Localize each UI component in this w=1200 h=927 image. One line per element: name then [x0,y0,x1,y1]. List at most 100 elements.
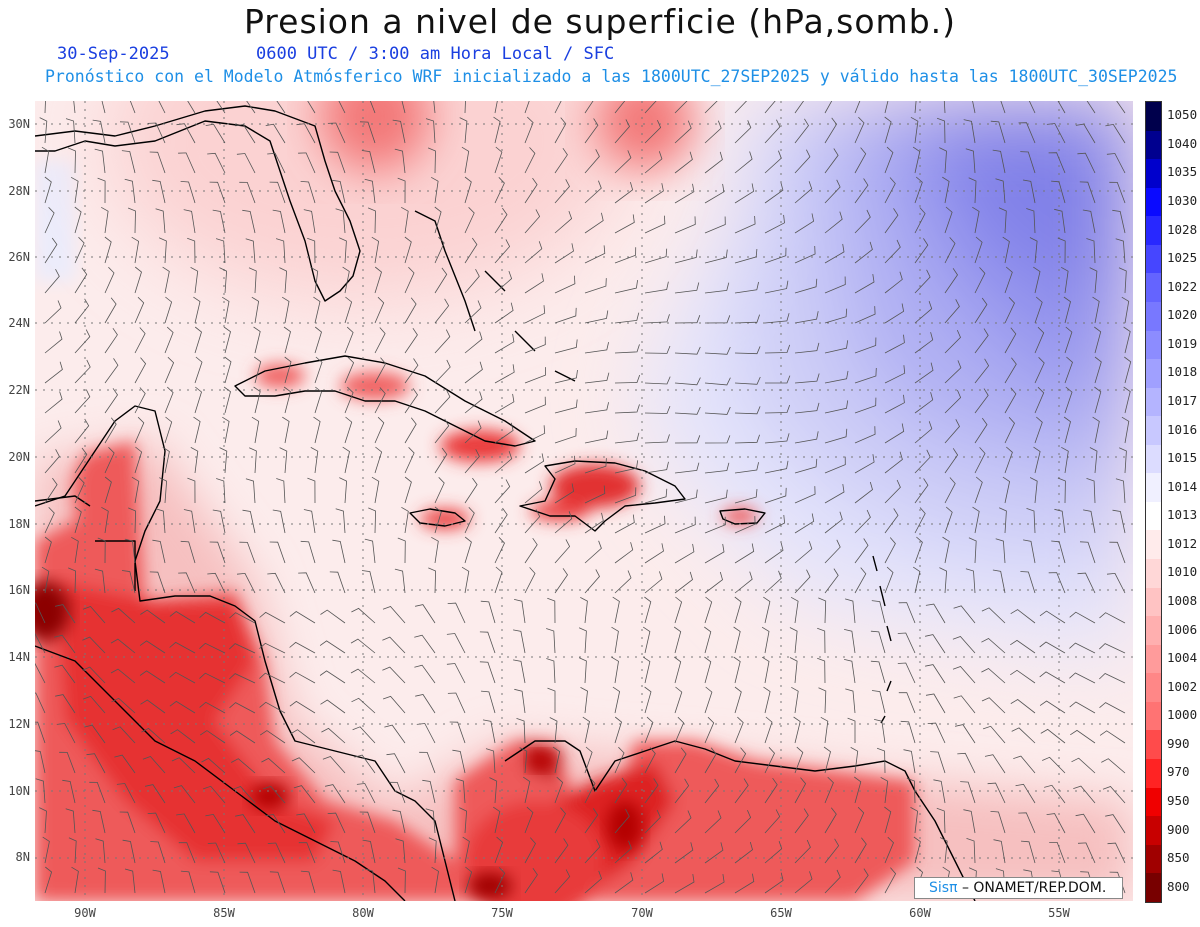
wind-barb [930,751,946,774]
lat-label: 24N [8,316,30,330]
wind-barb [269,181,286,204]
credit-box: Sisπ – ONAMET/REP.DOM. [914,877,1123,899]
wind-barb [74,477,85,504]
wind-barb [1051,180,1066,204]
wind-barb [554,243,574,264]
colorbar-swatch [1146,187,1161,217]
wind-barb [1123,326,1131,354]
map-title: Presion a nivel de superficie (hPa,somb.… [243,2,957,41]
wind-barb [910,807,919,834]
wind-barb [209,871,226,894]
wind-barb [245,478,256,504]
wind-barb [397,177,406,204]
wind-barb [584,485,606,504]
wind-barb [434,359,451,384]
wind-barb [35,633,46,654]
wind-barb [1054,508,1066,534]
wind-barb [871,600,886,624]
wind-barb [704,435,731,444]
wind-barb [944,237,956,264]
wind-barb [1029,477,1038,504]
colorbar-label: 800 [1167,878,1190,894]
wind-barb [524,241,543,264]
wind-barb [674,716,685,744]
wind-barb [229,730,256,744]
wind-barb [546,658,556,684]
wind-barb [374,266,382,294]
wind-barb [119,811,136,834]
wind-barb [984,754,1006,774]
wind-barb [524,101,530,114]
wind-barb [414,634,436,654]
wind-barb [134,266,142,294]
wind-barb [824,211,843,234]
wind-barb [968,177,977,204]
wind-barb [644,461,669,474]
wind-barb [134,416,145,444]
wind-barb [824,776,834,804]
wind-barb [339,237,347,264]
wind-barb [419,751,436,774]
wind-barb [824,456,846,474]
wind-barb [944,268,958,294]
wind-barb [82,606,106,624]
colorbar-swatch [1146,559,1161,588]
wind-barb [1033,266,1041,294]
wind-barb [584,540,602,564]
wind-barb [44,331,63,354]
colorbar-label: 1004 [1167,650,1198,666]
wind-barb [734,248,758,264]
wind-barb [1077,842,1096,864]
wind-barb [944,389,962,414]
wind-barb [303,209,316,234]
wind-barb [1107,842,1126,864]
wind-barb [870,630,886,654]
wind-barb [428,567,437,594]
wind-barb [554,455,576,474]
wind-barb [281,296,290,324]
wind-barb [464,449,480,474]
wind-barb [974,236,983,264]
wind-barb [110,668,136,684]
wind-barb [269,871,286,894]
wind-barb [897,632,916,654]
wind-barb [171,757,196,774]
wind-barb [824,276,846,294]
wind-barb [134,357,147,384]
wind-barb [914,207,926,234]
wind-barb [584,808,599,834]
wind-barb [330,841,346,864]
wind-barb [884,271,903,294]
wind-barb [965,568,976,594]
wind-barb [170,729,196,744]
wind-barb [644,314,670,324]
wind-barb [92,119,106,144]
wind-barb [74,298,90,324]
wind-barb [351,697,376,714]
wind-barb [114,754,136,774]
wind-barb [644,248,668,264]
lesser-antilles [872,555,892,724]
wind-barb [1061,266,1069,294]
wind-barb [524,209,541,234]
wind-barb [464,331,483,354]
wind-barb [734,686,742,714]
wind-barb [1026,508,1036,534]
wind-barb [1033,446,1041,474]
wind-barb [547,687,556,713]
wind-barb [397,537,406,564]
wind-barb [764,487,787,504]
wind-barb [955,724,976,744]
wind-barb [554,776,564,804]
wind-barb [239,871,256,894]
wind-barb [368,507,377,534]
wind-barb [344,386,354,414]
colorbar-swatch [1146,473,1161,502]
wind-barb [1092,296,1100,324]
wind-barb [674,435,701,444]
wind-barb [434,506,442,534]
wind-barb [374,327,386,354]
wind-barb [990,811,1006,834]
wind-barb [147,122,166,144]
wind-barb [674,778,690,804]
